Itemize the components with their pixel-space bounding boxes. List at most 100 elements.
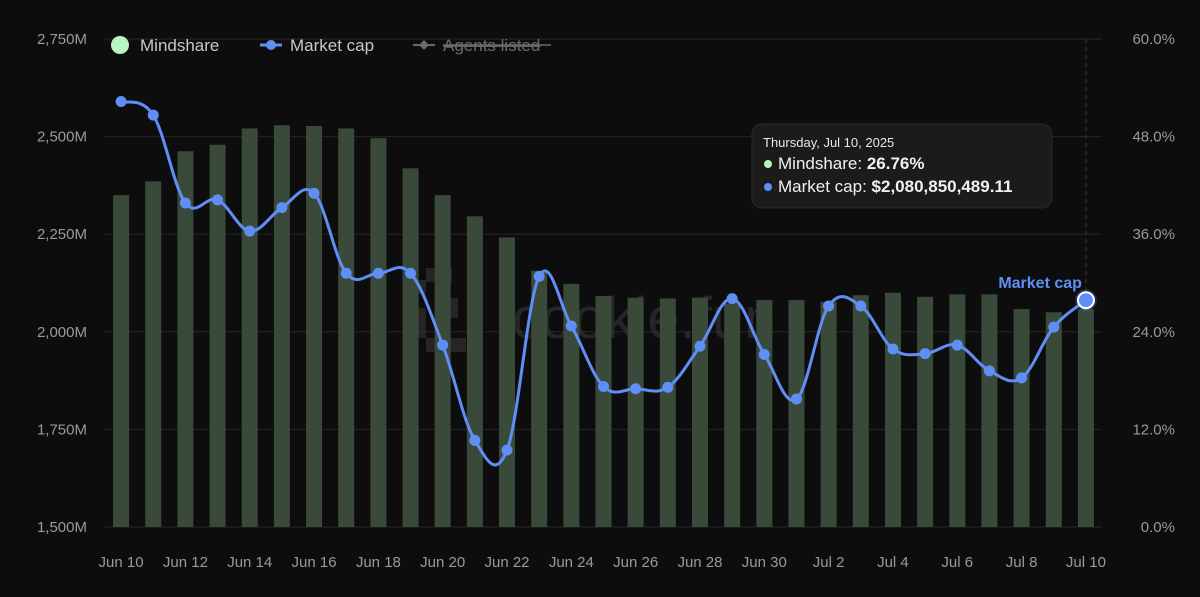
market-cap-point[interactable] bbox=[244, 225, 256, 237]
right-axis: 0.0% 12.0% 24.0% 36.0% 48.0% 60.0% bbox=[1132, 31, 1175, 536]
mindshare-bar[interactable] bbox=[981, 294, 998, 527]
market-cap-point[interactable] bbox=[372, 267, 384, 279]
mindshare-bar[interactable] bbox=[273, 125, 290, 528]
tooltip-date: Thursday, Jul 10, 2025 bbox=[763, 135, 894, 150]
mindshare-bar[interactable] bbox=[627, 297, 644, 527]
mindshare-bar[interactable] bbox=[595, 296, 612, 527]
x-tick-label: Jun 22 bbox=[484, 554, 529, 571]
market-cap-point[interactable] bbox=[662, 381, 674, 393]
mindshare-bar[interactable] bbox=[949, 294, 966, 527]
tooltip-marker-icon bbox=[764, 183, 772, 191]
mindshare-bar[interactable] bbox=[177, 151, 194, 528]
market-cap-point[interactable] bbox=[790, 393, 802, 405]
left-tick-label: 2,500M bbox=[37, 129, 87, 146]
tooltip-row: Mindshare: 26.76% bbox=[778, 154, 925, 173]
market-cap-point[interactable] bbox=[1048, 321, 1060, 333]
market-cap-point[interactable] bbox=[919, 348, 931, 360]
x-tick-label: Jun 20 bbox=[420, 554, 465, 571]
tooltip-row: Market cap: $2,080,850,489.11 bbox=[778, 177, 1012, 196]
x-tick-label: Jun 30 bbox=[742, 554, 787, 571]
mindshare-bar[interactable] bbox=[402, 168, 419, 527]
mindshare-bar[interactable] bbox=[434, 195, 451, 527]
mindshare-bar[interactable] bbox=[788, 300, 805, 527]
mindshare-bar[interactable] bbox=[338, 128, 355, 527]
market-cap-point[interactable] bbox=[951, 339, 963, 351]
market-cap-point[interactable] bbox=[694, 340, 706, 352]
left-tick-label: 2,000M bbox=[37, 324, 87, 341]
market-cap-point[interactable] bbox=[630, 383, 642, 395]
legend-circle-icon bbox=[111, 36, 129, 54]
mindshare-bar[interactable] bbox=[724, 303, 741, 527]
mindshare-bar[interactable] bbox=[756, 300, 773, 527]
legend-label: Market cap bbox=[290, 36, 374, 55]
x-tick-label: Jul 8 bbox=[1006, 554, 1038, 571]
market-cap-point[interactable] bbox=[823, 300, 835, 312]
mindshare-bar[interactable] bbox=[1077, 309, 1094, 527]
mindshare-bar[interactable] bbox=[145, 181, 162, 528]
right-tick-label: 48.0% bbox=[1132, 129, 1175, 146]
mindshare-bar[interactable] bbox=[113, 195, 130, 527]
market-cap-point[interactable] bbox=[179, 197, 191, 209]
mindshare-bar[interactable] bbox=[852, 295, 869, 527]
legend-dot-icon bbox=[266, 40, 276, 50]
market-cap-point[interactable] bbox=[308, 187, 320, 199]
market-cap-point[interactable] bbox=[726, 293, 738, 305]
market-cap-end-label: Market cap bbox=[998, 275, 1082, 292]
left-tick-label: 1,750M bbox=[37, 421, 87, 438]
mindshare-bar[interactable] bbox=[306, 126, 323, 527]
market-cap-point[interactable] bbox=[147, 109, 159, 121]
market-cap-point[interactable] bbox=[501, 444, 513, 456]
mindshare-bar[interactable] bbox=[209, 144, 226, 527]
market-cap-point[interactable] bbox=[533, 270, 545, 282]
x-tick-label: Jul 4 bbox=[877, 554, 909, 571]
x-tick-label: Jun 12 bbox=[163, 554, 208, 571]
market-cap-point[interactable] bbox=[469, 434, 481, 446]
mindshare-bar[interactable] bbox=[659, 298, 676, 527]
legend-item-mindshare[interactable]: Mindshare bbox=[111, 36, 219, 55]
mindshare-bar[interactable] bbox=[466, 216, 483, 527]
tooltip-row-label: Mindshare: bbox=[778, 154, 867, 173]
market-cap-point[interactable] bbox=[758, 348, 770, 360]
market-cap-point[interactable] bbox=[437, 339, 449, 351]
market-cap-point-active[interactable] bbox=[1076, 291, 1095, 310]
market-cap-point[interactable] bbox=[1016, 372, 1028, 384]
market-cap-point[interactable] bbox=[115, 95, 127, 107]
right-tick-label: 60.0% bbox=[1132, 31, 1175, 48]
mindshare-bar[interactable] bbox=[499, 237, 516, 527]
mindshare-bar[interactable] bbox=[884, 292, 901, 527]
tooltip-row-label: Market cap: bbox=[778, 177, 872, 196]
right-tick-label: 36.0% bbox=[1132, 226, 1175, 243]
mindshare-bars bbox=[113, 125, 1094, 528]
mindshare-bar[interactable] bbox=[917, 296, 934, 527]
mindshare-bar[interactable] bbox=[820, 301, 837, 527]
mindshare-bar[interactable] bbox=[241, 128, 258, 527]
mindshare-bar[interactable] bbox=[1013, 309, 1030, 527]
market-cap-point[interactable] bbox=[598, 380, 609, 392]
left-tick-label: 1,500M bbox=[37, 519, 87, 536]
left-tick-label: 2,250M bbox=[37, 226, 87, 243]
market-cap-point[interactable] bbox=[405, 267, 417, 279]
market-cap-point[interactable] bbox=[565, 320, 577, 332]
mindshare-bar[interactable] bbox=[691, 297, 708, 527]
mindshare-bar[interactable] bbox=[563, 283, 580, 527]
market-cap-point[interactable] bbox=[983, 365, 995, 377]
tooltip-marker-icon bbox=[764, 160, 772, 168]
market-cap-point[interactable] bbox=[340, 267, 352, 279]
x-tick-label: Jun 16 bbox=[292, 554, 337, 571]
mindshare-bar[interactable] bbox=[531, 270, 548, 527]
legend-item-agents-listed[interactable]: Agents listed bbox=[413, 36, 551, 55]
left-axis: 1,500M 1,750M 2,000M 2,250M 2,500M 2,750M bbox=[37, 31, 87, 536]
market-cap-point[interactable] bbox=[276, 202, 288, 214]
x-tick-label: Jul 2 bbox=[813, 554, 845, 571]
mindshare-bar[interactable] bbox=[370, 138, 387, 527]
market-cap-point[interactable] bbox=[887, 343, 899, 355]
right-tick-label: 24.0% bbox=[1132, 324, 1175, 341]
market-cap-line: Market cap bbox=[115, 95, 1097, 467]
legend-diamond-icon bbox=[419, 40, 429, 50]
legend-item-market-cap[interactable]: Market cap bbox=[260, 36, 374, 55]
mindshare-bar[interactable] bbox=[1045, 312, 1062, 527]
x-tick-label: Jun 24 bbox=[549, 554, 594, 571]
market-cap-point[interactable] bbox=[855, 300, 867, 312]
market-cap-point[interactable] bbox=[212, 194, 224, 206]
